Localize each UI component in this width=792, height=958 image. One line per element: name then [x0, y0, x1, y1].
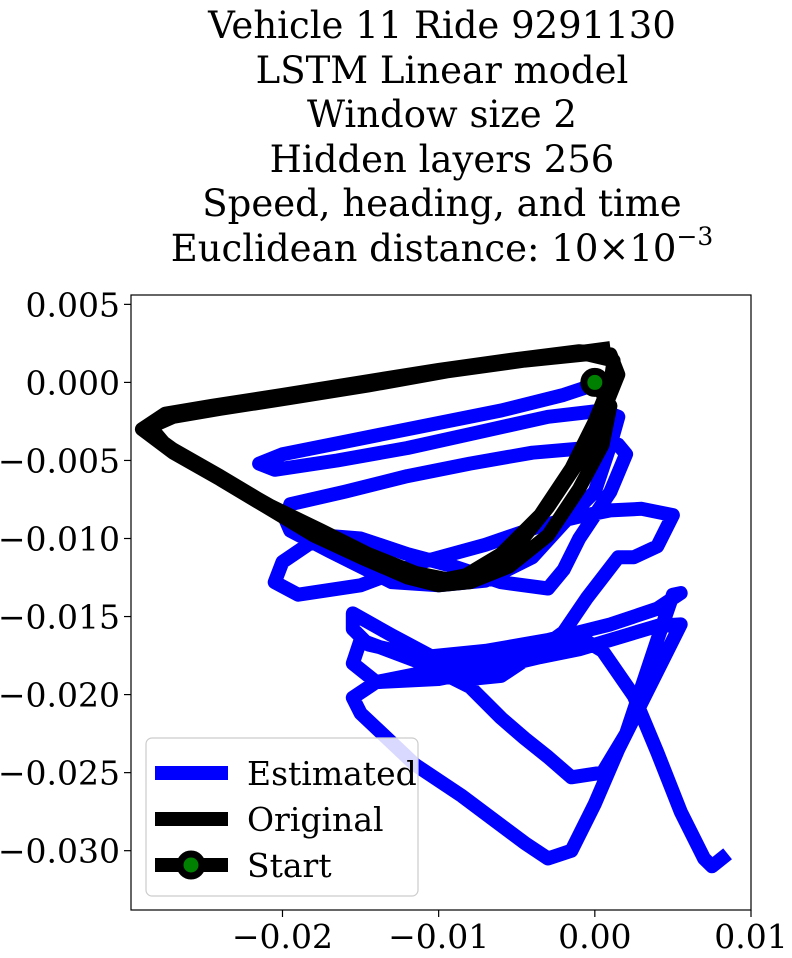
y-tick-label: 0.000 — [26, 363, 120, 402]
x-tick-label: −0.01 — [388, 917, 489, 956]
legend-label-1: Original — [247, 800, 384, 839]
legend-label-0: Estimated — [247, 754, 417, 793]
series-line-1 — [134, 341, 626, 593]
plot-frame — [130, 294, 752, 911]
axes-layer: −0.02 −0.01 0.00 0.01 0.005 0.000 −0.005 −0.010… — [0, 285, 788, 956]
chart-title: Vehicle 11 Ride 9291130 LSTM Linear mode… — [0, 4, 792, 271]
title-line-1: Vehicle 11 Ride 9291130 — [208, 4, 676, 47]
title-line-2: LSTM Linear model — [255, 48, 629, 92]
x-tick-label: 0.00 — [558, 917, 631, 956]
legend-start-marker — [176, 850, 206, 880]
start-point-marker — [580, 367, 610, 397]
title-line-5: Speed, heading, and time — [202, 182, 682, 225]
distance-label: Euclidean distance: 10×10 — [170, 226, 677, 270]
title-line-6: Euclidean distance: 10×10−3 — [0, 224, 792, 272]
legend: Estimated Original Start — [145, 737, 419, 897]
y-tick-label: −0.005 — [0, 441, 120, 480]
y-tick-label: −0.025 — [0, 754, 120, 793]
title-line-3: Window size 2 — [307, 93, 577, 136]
title-line-4: Hidden layers 256 — [269, 137, 615, 181]
y-tick-label: −0.020 — [0, 676, 120, 715]
y-tick-label: −0.010 — [0, 520, 120, 559]
distance-exponent: −3 — [676, 221, 714, 251]
legend-label-2: Start — [247, 846, 332, 885]
y-tick-label: −0.015 — [0, 598, 120, 637]
y-tick-label: 0.005 — [26, 285, 120, 324]
series-layer — [134, 341, 732, 874]
x-tick-label: 0.01 — [714, 917, 787, 956]
x-tick-label: −0.02 — [232, 917, 333, 956]
y-tick-label: −0.030 — [0, 832, 120, 871]
